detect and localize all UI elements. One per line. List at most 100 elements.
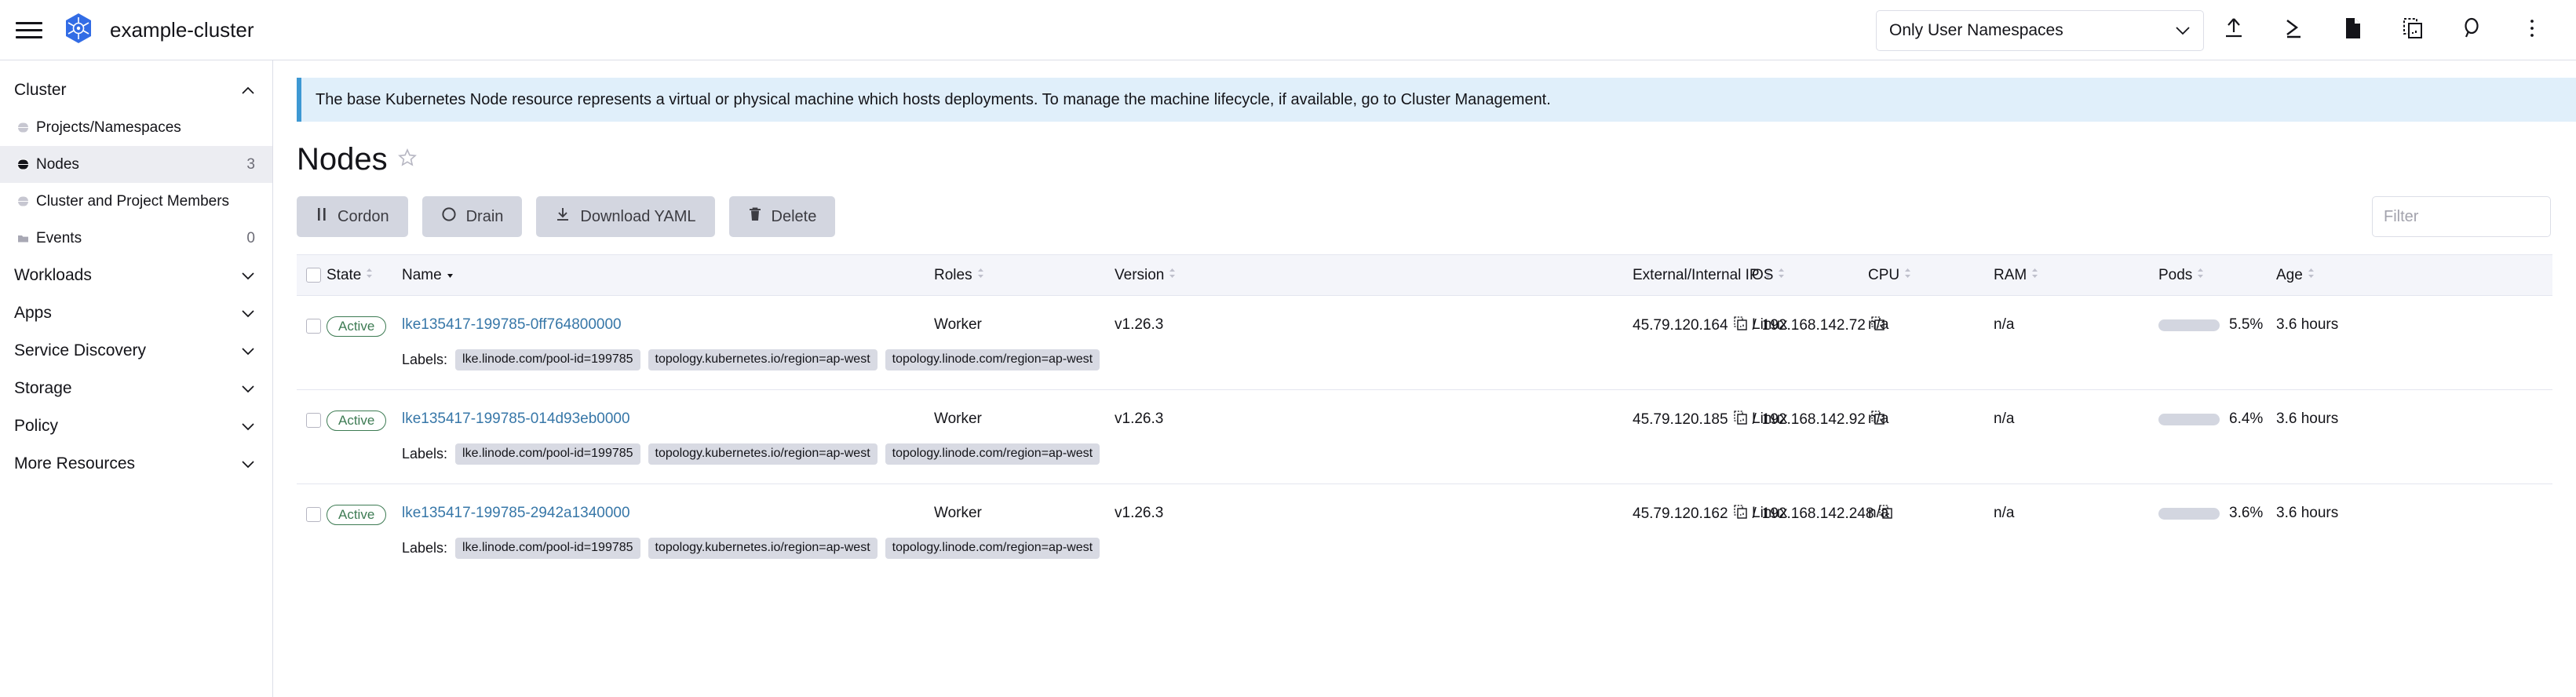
search-icon [2461,16,2483,44]
download-yaml-button[interactable]: Download YAML [536,196,715,237]
column-header-external-internal-ip[interactable]: External/Internal IP [1633,254,1771,296]
column-header-label: Pods [2158,266,2193,283]
import-yaml-button[interactable] [2204,7,2264,54]
os-cell: Linux [1752,484,1868,578]
age-cell: 3.6 hours [2276,484,2552,578]
copy-internal-ip-icon[interactable] [1871,316,1885,335]
kubectl-shell-button[interactable] [2264,7,2323,54]
column-header-age[interactable]: Age [2276,254,2552,296]
version-cell: v1.26.3 [1115,316,1164,333]
table-header-row: State Name Roles [297,254,2552,296]
name-cell: lke135417-199785-2942a1340000 Labels: lke.… [402,484,1100,578]
ip-cell: 45.79.120.185/192.168.142.92 [1633,389,1885,484]
column-header-roles[interactable]: Roles [934,254,1115,296]
internal-ip: 192.168.142.72 [1761,317,1866,334]
action-toolbar: Cordon Drain Download YAML [297,196,2576,237]
node-name-link[interactable]: lke135417-199785-014d93eb0000 [402,411,630,427]
kubernetes-logo-icon [60,11,97,49]
column-header-state[interactable]: State [327,254,402,296]
sidebar-group-label: Service Discovery [14,341,147,359]
pods-progress-bar [2158,413,2220,425]
sidebar-group-policy[interactable]: Policy [0,407,272,445]
sidebar-group-more-resources[interactable]: More Resources [0,445,272,483]
page-title-row: Nodes [297,142,2576,177]
overflow-menu-button[interactable] [2502,7,2562,54]
namespace-filter-select[interactable]: Only User Namespaces [1876,9,2204,51]
drain-button[interactable]: Drain [421,196,523,237]
pods-progress-bar [2158,319,2220,331]
sort-icon [2196,267,2205,284]
cpu-cell: n/a [1868,389,1994,484]
search-button[interactable] [2443,7,2502,54]
delete-button-label: Delete [771,207,817,225]
copy-icon [2402,16,2424,44]
sidebar-item-count: 0 [246,229,255,246]
age-cell: 3.6 hours [2276,316,2339,333]
column-header-os[interactable]: OS [1752,254,1868,296]
column-header-ram[interactable]: RAM [1994,254,2158,296]
upload-icon [2224,16,2244,44]
sidebar-group-service-discovery[interactable]: Service Discovery [0,332,272,370]
name-cell: lke135417-199785-0ff764800000 Labels: lke.… [402,296,1100,390]
label-chip: lke.linode.com/pool-id=199785 [455,349,640,370]
label-chip: topology.linode.com/region=ap-west [885,443,1100,465]
copy-kubeconfig-button[interactable] [2383,7,2443,54]
hamburger-menu-icon[interactable] [16,20,42,39]
nodes-table-body: Active lke135417-199785-0ff764800000 Label… [297,296,2552,578]
sidebar-item-projects-namespaces[interactable]: Projects/Namespaces [0,109,272,146]
row-checkbox[interactable] [306,413,321,428]
sidebar-group-apps[interactable]: Apps [0,294,272,332]
kebab-menu-icon [2529,16,2535,44]
ram-cell: n/a [1994,484,2158,578]
sidebar-group-storage[interactable]: Storage [0,370,272,407]
pods-cell: 3.6% [2158,484,2276,578]
state-cell: Active [327,484,402,578]
row-select-cell [297,389,327,484]
table-row[interactable]: Active lke135417-199785-2942a1340000 Label… [297,484,2552,578]
node-name-link[interactable]: lke135417-199785-0ff764800000 [402,316,622,333]
sidebar-item-label: Nodes [36,155,79,173]
docs-button[interactable] [2323,7,2383,54]
column-header-label: Version [1115,266,1165,283]
globe-icon [17,159,36,170]
internal-ip: 192.168.142.92 [1761,411,1866,428]
status-badge: Active [327,411,387,431]
sort-icon [1764,267,1772,284]
row-checkbox[interactable] [306,319,321,334]
info-banner: The base Kubernetes Node resource repres… [297,78,2576,122]
column-header-label: RAM [1994,266,2027,283]
main-content: The base Kubernetes Node resource repres… [273,60,2576,697]
select-all-checkbox[interactable] [306,268,321,283]
row-checkbox[interactable] [306,507,321,522]
delete-button[interactable]: Delete [728,196,836,237]
filter-input[interactable] [2372,196,2551,237]
column-header-pods[interactable]: Pods [2158,254,2276,296]
sidebar-item-nodes[interactable]: Nodes 3 [0,146,272,183]
cpu-cell: n/a [1868,316,1889,333]
select-all-header [297,254,327,296]
column-header-name[interactable]: Name [402,254,934,296]
copy-external-ip-icon[interactable] [1733,505,1747,524]
ip-cell: 45.79.120.164 /192.168.142.72 [1633,296,1885,390]
table-row[interactable]: Active lke135417-199785-014d93eb0000 Label… [297,389,2552,484]
copy-external-ip-icon[interactable] [1733,316,1747,335]
sidebar-item-events[interactable]: Events 0 [0,220,272,257]
star-outline-icon[interactable] [397,148,418,172]
top-bar-actions: Only User Namespaces [1876,0,2562,60]
chevron-up-icon [241,81,255,100]
sort-icon [2031,267,2039,284]
sidebar-group-workloads[interactable]: Workloads [0,257,272,294]
copy-external-ip-icon[interactable] [1733,411,1747,429]
label-chip: topology.kubernetes.io/region=ap-west [648,443,878,465]
column-header-version[interactable]: Version [1115,254,1633,296]
sidebar-group-cluster[interactable]: Cluster [0,71,272,109]
table-row[interactable]: Active lke135417-199785-0ff764800000 Label… [297,296,2552,390]
node-name-link[interactable]: lke135417-199785-2942a1340000 [402,505,630,521]
column-header-cpu[interactable]: CPU [1868,254,1994,296]
label-chip: lke.linode.com/pool-id=199785 [455,538,640,559]
sidebar-item-cluster-and-project-members[interactable]: Cluster and Project Members [0,183,272,220]
status-badge: Active [327,316,387,337]
sidebar-group-label: Apps [14,304,52,322]
cordon-button-label: Cordon [338,207,389,225]
cordon-button[interactable]: Cordon [297,196,408,237]
